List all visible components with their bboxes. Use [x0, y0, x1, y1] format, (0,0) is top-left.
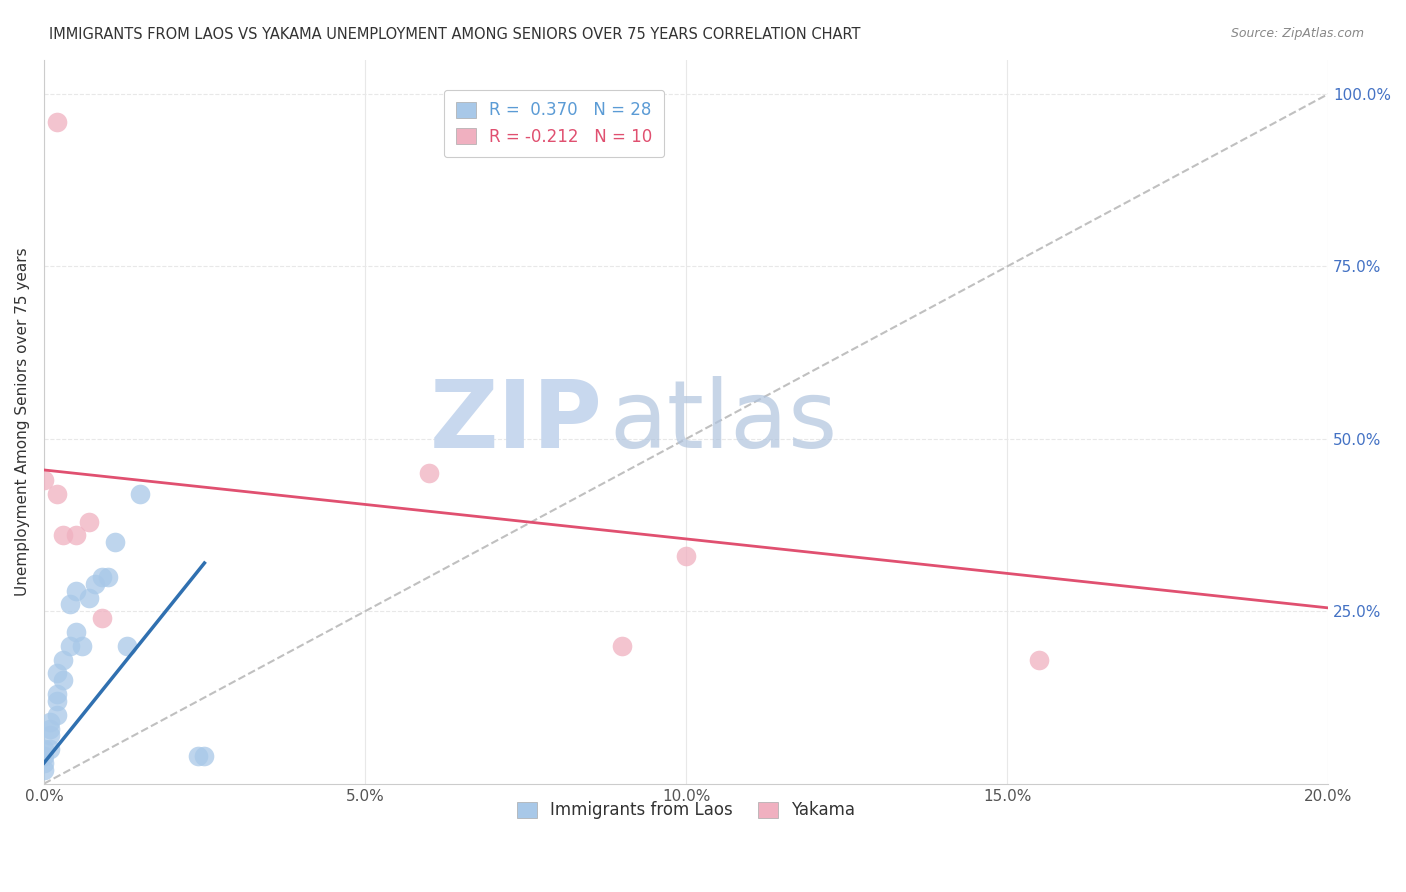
Point [90, 570, 112, 584]
Point [72, 639, 94, 653]
Point [45, 694, 67, 708]
Point [45, 666, 67, 681]
Point [52, 652, 75, 666]
Point [65, 625, 87, 640]
Point [65, 583, 87, 598]
Point [32, 473, 55, 487]
Point [32, 742, 55, 756]
Text: Source: ZipAtlas.com: Source: ZipAtlas.com [1230, 27, 1364, 40]
Point [84, 576, 107, 591]
Point [39, 714, 62, 729]
Point [45, 687, 67, 701]
Point [103, 535, 125, 549]
Point [58, 639, 80, 653]
Point [129, 487, 152, 501]
Point [117, 639, 139, 653]
Point [610, 639, 633, 653]
Point [39, 729, 62, 743]
Point [45, 114, 67, 128]
Point [77, 515, 100, 529]
Point [193, 749, 215, 764]
Point [58, 598, 80, 612]
Point [97, 570, 120, 584]
Point [1028, 652, 1050, 666]
Point [32, 749, 55, 764]
Point [32, 756, 55, 770]
Point [45, 487, 67, 501]
Point [52, 528, 75, 542]
Legend: Immigrants from Laos, Yakama: Immigrants from Laos, Yakama [510, 795, 862, 826]
Point [45, 707, 67, 722]
Text: ZIP: ZIP [430, 376, 603, 467]
Text: IMMIGRANTS FROM LAOS VS YAKAMA UNEMPLOYMENT AMONG SENIORS OVER 75 YEARS CORRELAT: IMMIGRANTS FROM LAOS VS YAKAMA UNEMPLOYM… [49, 27, 860, 42]
Point [418, 467, 440, 481]
Point [187, 749, 209, 764]
Point [32, 763, 55, 777]
Point [39, 742, 62, 756]
Point [39, 722, 62, 736]
Point [77, 591, 100, 605]
Point [65, 528, 87, 542]
Point [52, 673, 75, 688]
Y-axis label: Unemployment Among Seniors over 75 years: Unemployment Among Seniors over 75 years [15, 247, 30, 596]
Text: atlas: atlas [609, 376, 837, 467]
Point [90, 611, 112, 625]
Point [675, 549, 697, 563]
